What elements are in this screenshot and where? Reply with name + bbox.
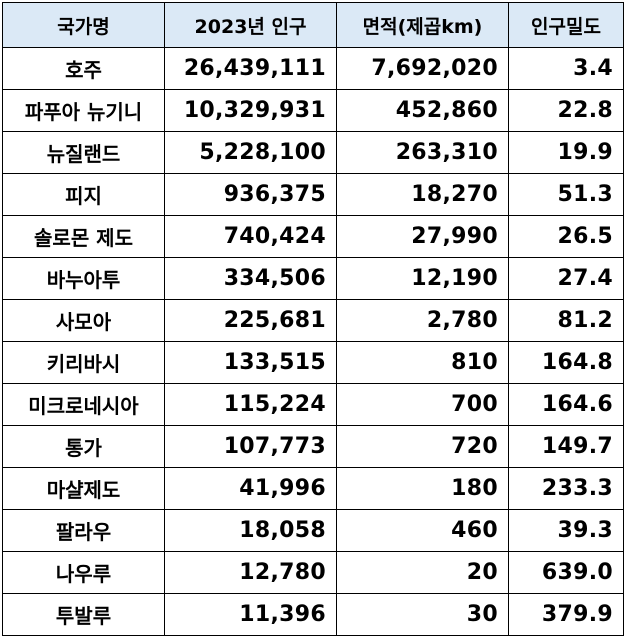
cell-density: 81.2 [508,299,624,342]
cell-area: 12,190 [336,257,509,300]
cell-density: 51.3 [508,173,624,216]
cell-population: 10,329,931 [164,89,337,132]
table-row: 뉴질랜드 5,228,100 263,310 19.9 [2,131,624,174]
table-row: 사모아 225,681 2,780 81.2 [2,299,624,342]
cell-population: 18,058 [164,509,337,552]
table-row: 투발루 11,396 30 379.9 [2,593,624,636]
cell-country: 투발루 [2,593,165,636]
table-row: 바누아투 334,506 12,190 27.4 [2,257,624,300]
cell-country: 피지 [2,173,165,216]
table-body: 호주 26,439,111 7,692,020 3.4 파푸아 뉴기니 10,329,93… [2,47,624,636]
table-row: 팔라우 18,058 460 39.3 [2,509,624,552]
cell-population: 41,996 [164,467,337,510]
header-density: 인구밀도 [508,2,624,48]
cell-density: 233.3 [508,467,624,510]
table-row: 마샬제도 41,996 180 233.3 [2,467,624,510]
cell-country: 호주 [2,47,165,90]
cell-density: 379.9 [508,593,624,636]
cell-area: 2,780 [336,299,509,342]
cell-population: 334,506 [164,257,337,300]
header-country: 국가명 [2,2,165,48]
cell-area: 18,270 [336,173,509,216]
cell-country: 솔로몬 제도 [2,215,165,258]
cell-population: 11,396 [164,593,337,636]
table-row: 솔로몬 제도 740,424 27,990 26.5 [2,215,624,258]
cell-density: 26.5 [508,215,624,258]
cell-area: 810 [336,341,509,384]
cell-density: 164.6 [508,383,624,426]
cell-density: 164.8 [508,341,624,384]
table-row: 피지 936,375 18,270 51.3 [2,173,624,216]
cell-area: 20 [336,551,509,594]
cell-country: 바누아투 [2,257,165,300]
cell-area: 180 [336,467,509,510]
cell-population: 115,224 [164,383,337,426]
cell-area: 452,860 [336,89,509,132]
cell-area: 700 [336,383,509,426]
cell-density: 3.4 [508,47,624,90]
header-population: 2023년 인구 [164,2,337,48]
cell-country: 팔라우 [2,509,165,552]
cell-country: 사모아 [2,299,165,342]
cell-population: 107,773 [164,425,337,468]
cell-population: 133,515 [164,341,337,384]
cell-area: 30 [336,593,509,636]
cell-area: 460 [336,509,509,552]
table-row: 미크로네시아 115,224 700 164.6 [2,383,624,426]
table-row: 파푸아 뉴기니 10,329,931 452,860 22.8 [2,89,624,132]
cell-area: 263,310 [336,131,509,174]
header-row: 국가명 2023년 인구 면적(제곱km) 인구밀도 [2,2,624,48]
cell-density: 39.3 [508,509,624,552]
table-row: 키리바시 133,515 810 164.8 [2,341,624,384]
cell-population: 5,228,100 [164,131,337,174]
cell-population: 12,780 [164,551,337,594]
cell-population: 26,439,111 [164,47,337,90]
cell-country: 미크로네시아 [2,383,165,426]
cell-population: 740,424 [164,215,337,258]
table-header: 국가명 2023년 인구 면적(제곱km) 인구밀도 [2,2,624,48]
cell-area: 7,692,020 [336,47,509,90]
cell-country: 파푸아 뉴기니 [2,89,165,132]
cell-country: 마샬제도 [2,467,165,510]
cell-density: 27.4 [508,257,624,300]
table-row: 호주 26,439,111 7,692,020 3.4 [2,47,624,90]
cell-area: 720 [336,425,509,468]
header-area: 면적(제곱km) [336,2,509,48]
cell-country: 통가 [2,425,165,468]
table-row: 나우루 12,780 20 639.0 [2,551,624,594]
cell-population: 225,681 [164,299,337,342]
cell-density: 22.8 [508,89,624,132]
cell-density: 639.0 [508,551,624,594]
cell-area: 27,990 [336,215,509,258]
cell-density: 149.7 [508,425,624,468]
cell-country: 나우루 [2,551,165,594]
table-row: 통가 107,773 720 149.7 [2,425,624,468]
cell-country: 키리바시 [2,341,165,384]
cell-density: 19.9 [508,131,624,174]
cell-country: 뉴질랜드 [2,131,165,174]
cell-population: 936,375 [164,173,337,216]
